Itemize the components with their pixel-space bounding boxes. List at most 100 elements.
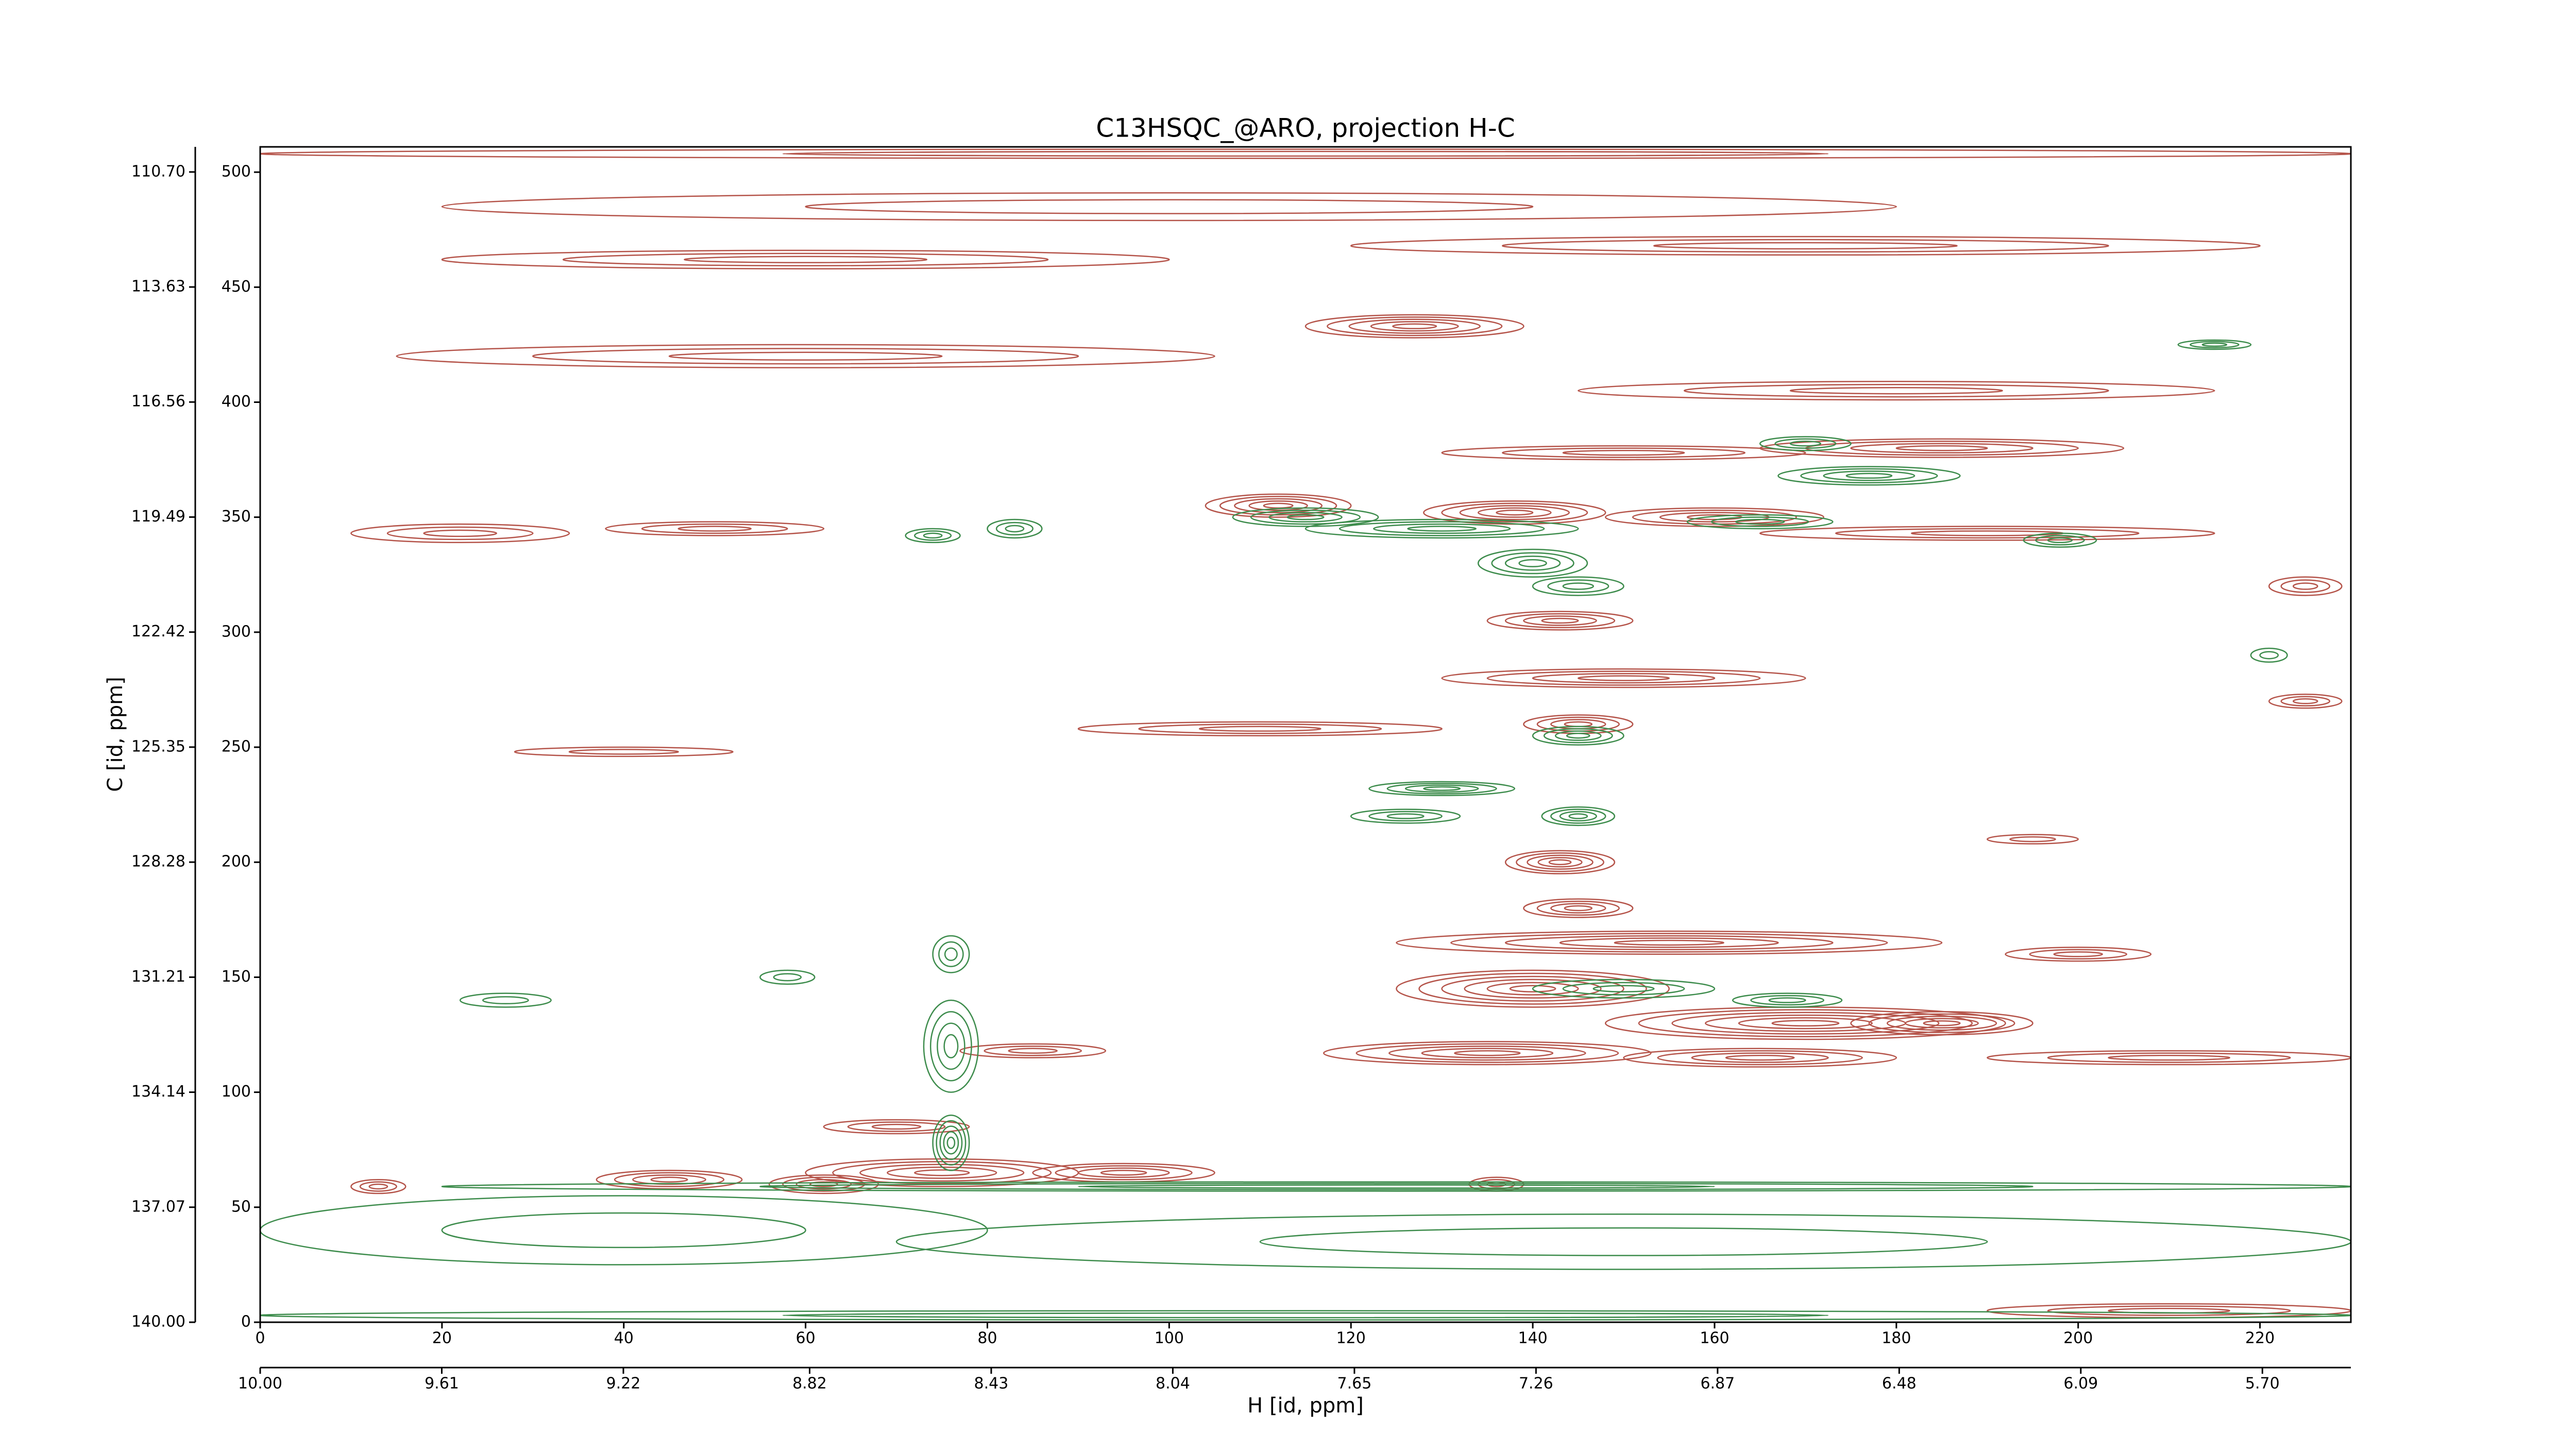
contour-level	[568, 749, 679, 755]
x-tick-label: 60	[796, 1329, 816, 1347]
contour-level	[946, 1136, 956, 1149]
contour-level	[1386, 813, 1425, 819]
contour-level	[1578, 381, 2215, 401]
contour-level	[2259, 651, 2279, 660]
contour-level	[1774, 438, 1837, 449]
y-tick-label: 350	[222, 508, 251, 526]
contour-level	[1386, 783, 1497, 795]
contour-level	[859, 1164, 1025, 1182]
contour-level	[1404, 784, 1479, 793]
x-tick-label: 200	[2063, 1329, 2093, 1347]
contour-level	[1418, 972, 1647, 1005]
contour-level	[1523, 898, 1634, 918]
chart-title: C13HSQC_@ARO, projection H-C	[1096, 113, 1515, 143]
contour-level	[823, 1119, 970, 1135]
contour-level	[1454, 1050, 1521, 1056]
contour-level	[984, 1046, 1082, 1056]
contour-level	[2177, 339, 2252, 350]
contour-level	[1638, 1009, 1973, 1037]
contour-level	[1527, 854, 1594, 870]
contour-level	[1005, 525, 1025, 533]
contour-level	[441, 249, 1170, 269]
x-tick-label: 20	[432, 1329, 452, 1347]
contour-level	[1532, 576, 1624, 596]
contour-level	[1396, 969, 1670, 1008]
contour-level	[1691, 1052, 1829, 1063]
contour-level	[959, 1043, 1107, 1058]
plot-area	[259, 148, 2352, 1321]
contour-level	[1138, 723, 1382, 734]
contour-level	[1368, 811, 1443, 822]
contour-level	[1653, 242, 1958, 250]
contour-level	[1348, 318, 1481, 334]
contour-level	[2293, 582, 2318, 590]
y2-tick-label: 140.00	[131, 1313, 185, 1331]
x-tick-label: 40	[614, 1329, 634, 1347]
contour-level	[368, 1183, 388, 1190]
contour-level	[1259, 1227, 1988, 1256]
x2-tick-label: 7.26	[1519, 1375, 1553, 1393]
contour-level	[1263, 502, 1294, 509]
contour-level	[937, 1022, 965, 1070]
contour-level	[1055, 1165, 1193, 1181]
contour-level	[938, 941, 964, 967]
contour-level	[1895, 445, 1988, 451]
contour-level	[1250, 510, 1361, 525]
contour-level	[1370, 321, 1459, 332]
contour-level	[1559, 811, 1597, 822]
contour-level	[2005, 947, 2152, 962]
x-tick-label: 220	[2245, 1329, 2275, 1347]
contour-level	[1550, 808, 1606, 824]
contour-level	[987, 518, 1043, 539]
contour-level	[1441, 668, 1806, 688]
contour-level	[932, 935, 970, 973]
contour-level	[1845, 473, 1893, 479]
contour-level	[2250, 647, 2288, 663]
contour-level	[1868, 1013, 2015, 1033]
contour-level	[2268, 694, 2343, 709]
contour-level	[1550, 903, 1606, 914]
contour-level	[1423, 786, 1461, 791]
contour-level	[1421, 1048, 1554, 1058]
contour-level	[1759, 436, 1852, 451]
contour-level	[1304, 518, 1579, 539]
contour-level	[1614, 939, 1724, 946]
y-tick-label: 150	[222, 968, 251, 986]
contour-level	[632, 1174, 706, 1185]
contour-level	[1504, 613, 1616, 629]
y2-tick-label: 131.21	[131, 968, 185, 986]
contour-level	[1388, 1046, 1586, 1061]
contour-level	[1219, 496, 1337, 516]
contour-level	[1407, 526, 1477, 532]
contour-level	[1516, 852, 1604, 872]
contour-level	[1592, 985, 1655, 992]
x-tick-label: 80	[977, 1329, 997, 1347]
contour-level	[1671, 1012, 1940, 1035]
contour-level	[1077, 1184, 1716, 1189]
contour-level	[386, 526, 534, 541]
x2-tick-label: 7.65	[1337, 1375, 1371, 1393]
x-tick-label: 120	[1336, 1329, 1366, 1347]
contour-level	[1523, 615, 1597, 626]
contour-level	[1604, 507, 1824, 527]
contour-level	[1547, 579, 1609, 593]
contour-level	[1198, 726, 1321, 732]
contour-level	[1392, 323, 1437, 329]
x2-tick-label: 8.82	[792, 1375, 827, 1393]
contour-level	[2108, 1054, 2231, 1061]
contour-level	[1234, 498, 1323, 513]
contour-level	[350, 523, 570, 544]
contour-level	[932, 1115, 970, 1171]
contour-level	[1632, 510, 1797, 525]
contour-level	[943, 1131, 959, 1155]
contour-level	[914, 530, 952, 541]
contour-level	[1568, 813, 1588, 819]
contour-level	[1771, 1020, 1840, 1027]
contour-level	[1923, 1020, 1961, 1026]
contour-level	[668, 351, 943, 361]
contour-level	[1518, 559, 1547, 567]
contour-level	[809, 1181, 838, 1187]
contour-level	[1559, 937, 1779, 948]
contour-level	[1562, 449, 1685, 456]
